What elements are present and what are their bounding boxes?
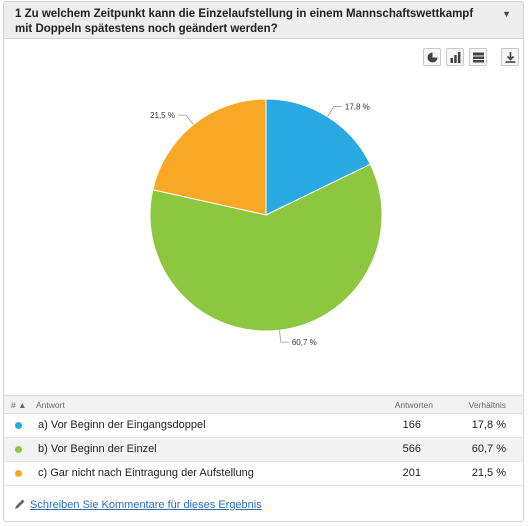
question-panel: 1 Zu welchem Zeitpunkt kann die Einzelau…: [3, 1, 524, 522]
answer-count: 201: [402, 467, 421, 479]
pie-slice: [152, 98, 267, 216]
header-answer: Antwort: [36, 400, 65, 410]
slice-label: 60,7 %: [292, 338, 317, 347]
table-icon[interactable]: [469, 48, 487, 66]
pie-chart-icon[interactable]: [423, 48, 441, 66]
header-count: Antworten: [394, 400, 433, 410]
header-ratio: Verhältnis: [468, 400, 506, 410]
answer-ratio: 60,7 %: [471, 443, 506, 455]
bar-chart-icon[interactable]: [446, 48, 464, 66]
leader-line: [177, 114, 194, 125]
answer-label: c) Gar nicht nach Eintragung der Aufstel…: [38, 467, 254, 479]
pie-slice: [265, 98, 371, 216]
legend-dot: [15, 446, 22, 453]
pie-chart: 17,8 % 60,7 % 21,5 %: [149, 98, 383, 347]
comment-label: Schreiben Sie Kommentare für dieses Erge…: [30, 499, 262, 511]
question-header[interactable]: 1 Zu welchem Zeitpunkt kann die Einzelau…: [4, 2, 523, 39]
results-table: # ▲ Antwort Antworten Verhältnis a) Vor …: [4, 395, 523, 486]
answer-count: 166: [402, 419, 421, 431]
answer-ratio: 21,5 %: [471, 467, 506, 479]
pencil-icon: [15, 499, 25, 509]
answer-label: a) Vor Beginn der Eingangsdoppel: [38, 419, 206, 431]
legend-dot: [15, 422, 22, 429]
caret-down-icon[interactable]: ▼: [502, 9, 511, 19]
answer-label: b) Vor Beginn der Einzel: [38, 443, 157, 455]
legend-dot: [15, 470, 22, 477]
leader-line: [327, 106, 342, 117]
slice-label: 21,5 %: [150, 111, 175, 120]
table-header: # ▲ Antwort Antworten Verhältnis: [4, 395, 523, 414]
table-row: c) Gar nicht nach Eintragung der Aufstel…: [4, 462, 523, 486]
table-row: a) Vor Beginn der Eingangsdoppel 166 17,…: [4, 414, 523, 438]
comment-link[interactable]: Schreiben Sie Kommentare für dieses Erge…: [14, 498, 262, 511]
download-icon[interactable]: [501, 48, 519, 66]
question-title: 1 Zu welchem Zeitpunkt kann die Einzelau…: [15, 8, 474, 35]
header-index[interactable]: # ▲: [11, 400, 27, 410]
slice-label: 17,8 %: [345, 102, 370, 111]
leader-line: [279, 330, 289, 343]
table-row: b) Vor Beginn der Einzel 566 60,7 %: [4, 438, 523, 462]
answer-ratio: 17,8 %: [471, 419, 506, 431]
answer-count: 566: [402, 443, 421, 455]
